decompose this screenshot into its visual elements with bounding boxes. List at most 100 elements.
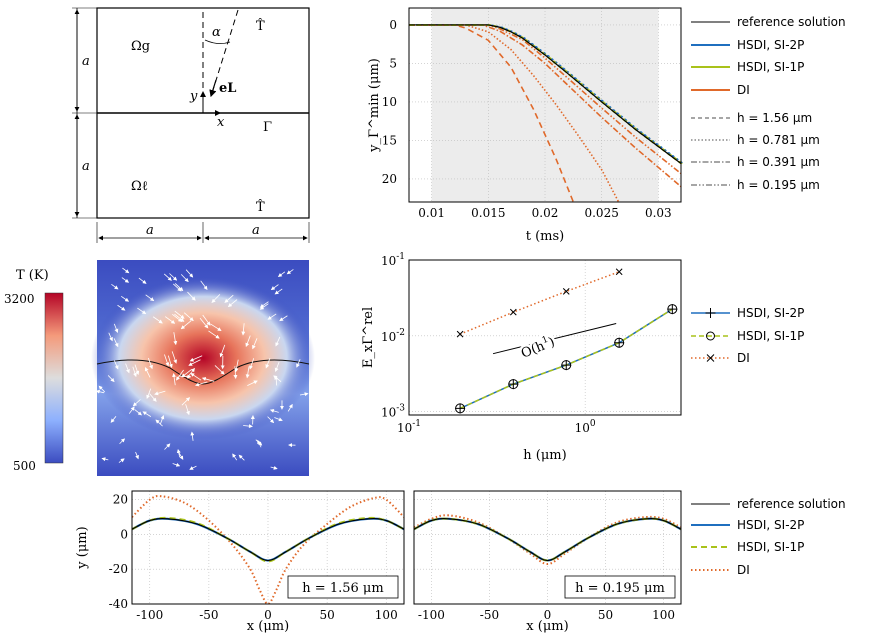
data-point-x	[615, 268, 623, 276]
velocity-arrow	[176, 448, 181, 458]
legend-top-hsdi-1p: HSDI, SI-1P	[737, 60, 804, 74]
local-y-label: y	[189, 89, 198, 104]
series-hsdi-1p-line	[459, 308, 673, 410]
velocity-arrow	[113, 338, 119, 348]
velocity-arrow	[135, 451, 139, 460]
x-axis-label: x (μm)	[247, 619, 289, 634]
series-di-line	[409, 24, 682, 188]
velocity-arrow	[163, 273, 172, 281]
x-tick-label: 0.02	[532, 206, 559, 220]
y-axis-label: y_Γ^min (μm)	[367, 58, 382, 153]
velocity-arrow	[200, 280, 208, 290]
y-axis-label: y (μm)	[75, 526, 90, 569]
data-point-x	[562, 288, 570, 295]
legend-top: reference solution HSDI, SI-2P HSDI, SI-…	[691, 15, 846, 192]
velocity-arrow	[171, 351, 178, 364]
velocity-arrow	[189, 355, 203, 362]
velocity-arrow	[154, 390, 166, 396]
velocity-arrow	[144, 367, 151, 378]
legend-top-di: DI	[737, 83, 750, 97]
velocity-arrow	[119, 438, 126, 445]
legend-bottom-reference: reference solution	[737, 497, 846, 511]
velocity-arrow	[233, 366, 238, 380]
plot-frame	[131, 490, 405, 605]
velocity-arrow	[147, 357, 153, 370]
dim-label-a-right: a	[252, 223, 260, 238]
velocity-arrow	[286, 269, 294, 275]
alpha-arc	[204, 39, 231, 44]
velocity-arrow	[199, 317, 209, 329]
legend-marker-x	[706, 354, 715, 362]
velocity-arrow	[134, 364, 140, 375]
y-tick-label: 0	[389, 18, 397, 32]
velocity-arrow	[169, 273, 178, 281]
plot-interface-shape-fine: -100 -50 0 50 100 h = 0.195 μm x (μm)	[413, 490, 682, 634]
velocity-arrow	[249, 358, 255, 370]
velocity-arrow	[155, 419, 163, 427]
x-tick-label: -100	[136, 608, 163, 622]
data-point-circle	[508, 379, 519, 390]
x-axis-label: t (ms)	[526, 229, 565, 244]
x-tick-label: 100	[652, 608, 675, 622]
y-tick-label: 20	[113, 493, 128, 507]
plot-frame	[408, 259, 682, 416]
resolution-label: h = 0.195 μm	[575, 581, 665, 596]
y-tick-label: 10-2	[381, 328, 405, 344]
y-axis-label: E_xΓ^rel	[361, 307, 376, 368]
velocity-arrow	[188, 359, 201, 366]
velocity-arrow	[121, 277, 130, 283]
plot-frame	[408, 7, 682, 203]
velocity-arrow	[275, 336, 281, 347]
velocity-arrows	[95, 267, 309, 470]
velocity-arrow	[146, 388, 152, 400]
y-tick-label: 15	[382, 133, 397, 147]
legend-mid: HSDI, SI-2P HSDI, SI-1P DI	[691, 306, 804, 365]
data-point-plus	[455, 403, 466, 414]
legend-mid-hsdi-1p: HSDI, SI-1P	[737, 329, 804, 343]
velocity-arrow	[172, 462, 181, 467]
velocity-arrow	[149, 393, 157, 402]
interface-curve	[96, 359, 310, 385]
plot-interface-min: 0.01 0.015 0.02 0.025 0.03 0 5 10 15 20 t (ms) y_Γ^…	[367, 7, 684, 244]
x-axis-label: h (μm)	[523, 448, 566, 463]
data-point-plus	[614, 337, 625, 348]
velocity-arrow	[274, 417, 283, 422]
velocity-arrow	[259, 303, 269, 310]
velocity-arrow	[232, 453, 238, 461]
hot-spot	[91, 276, 315, 440]
series-reference-line	[409, 24, 682, 164]
velocity-arrow	[164, 354, 170, 367]
velocity-arrow	[224, 294, 234, 303]
velocity-arrow	[269, 409, 279, 413]
colorbar-label: T (K)	[16, 268, 49, 283]
velocity-arrow	[245, 335, 251, 348]
velocity-arrow	[181, 368, 193, 378]
temperature-field: T (K) 3200 500	[4, 260, 315, 476]
velocity-arrow	[296, 359, 301, 368]
gamma-label: Γ	[263, 120, 272, 135]
data-point-plus	[561, 360, 572, 371]
velocity-arrow	[189, 465, 197, 470]
laser-direction-line	[212, 9, 239, 91]
series-reference-line	[132, 518, 404, 562]
velocity-arrow	[270, 465, 278, 470]
velocity-arrow	[172, 314, 183, 322]
legend-top-reference: reference solution	[737, 15, 846, 29]
legend-mid-hsdi-2p: HSDI, SI-2P	[737, 306, 804, 320]
data-point-circle	[561, 360, 572, 371]
velocity-arrow	[110, 416, 117, 423]
y-tick-label: 20	[382, 172, 397, 186]
velocity-arrow	[299, 392, 309, 397]
x-axis-label: x (μm)	[526, 619, 568, 634]
velocity-arrow	[267, 313, 277, 320]
local-x-label: x	[217, 115, 225, 130]
velocity-arrow	[180, 274, 189, 283]
velocity-arrow	[243, 424, 253, 429]
legend-mid-di: DI	[737, 351, 750, 365]
velocity-arrow	[164, 443, 171, 450]
velocity-arrow	[108, 332, 113, 342]
velocity-arrow	[287, 403, 293, 412]
series-di-line	[409, 24, 620, 203]
x-tick-label: 0.015	[471, 206, 505, 220]
velocity-arrow	[122, 267, 130, 274]
